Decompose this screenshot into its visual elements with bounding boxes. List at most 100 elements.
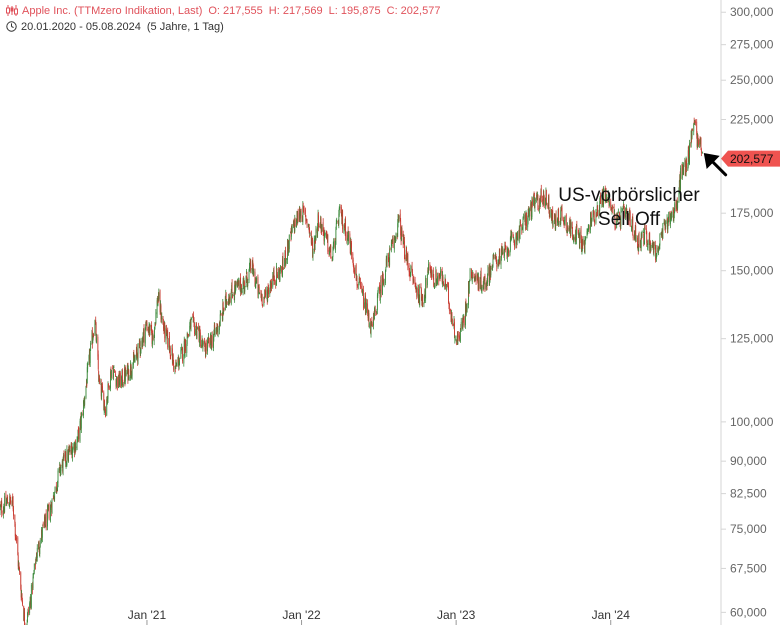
- candle-body: [435, 270, 437, 286]
- candle-body: [504, 244, 506, 251]
- candle-body: [689, 143, 690, 164]
- candle-body: [89, 352, 91, 363]
- candle-body: [324, 233, 325, 242]
- candle-body: [106, 399, 108, 416]
- candle-body: [690, 142, 692, 146]
- candle-body: [44, 516, 45, 526]
- candle-body: [139, 348, 141, 354]
- candle-body: [199, 327, 200, 343]
- candle-body: [577, 228, 579, 234]
- candle-body: [666, 218, 668, 222]
- candle-body: [284, 258, 286, 267]
- candle-body: [205, 344, 207, 355]
- candle-body: [545, 191, 547, 200]
- candle-body: [655, 247, 657, 261]
- candle-body: [673, 218, 675, 221]
- candle-body: [531, 197, 533, 217]
- candle-body: [69, 447, 70, 452]
- price-tick-label: 100,000: [730, 415, 774, 429]
- candle-body: [59, 463, 61, 467]
- candle-body: [524, 214, 526, 219]
- candle-body: [145, 323, 147, 329]
- candle-body: [213, 333, 215, 338]
- candle-body: [604, 187, 606, 202]
- candle-body: [590, 212, 592, 224]
- candle-body: [296, 211, 298, 222]
- candle-body: [457, 333, 458, 345]
- candle-body: [124, 368, 125, 383]
- candle-body: [296, 211, 298, 224]
- candle-body: [385, 258, 387, 266]
- candle-body: [512, 235, 514, 239]
- candle-body: [612, 206, 613, 209]
- candle-body: [365, 310, 367, 315]
- candle-body: [213, 325, 215, 332]
- candle-body: [388, 258, 390, 263]
- candle-body: [508, 249, 510, 257]
- candle-body: [581, 239, 582, 252]
- candle-body: [314, 238, 316, 248]
- candle-body: [24, 611, 25, 625]
- time-tick-label: Jan '21: [128, 608, 167, 622]
- candle-body: [404, 257, 406, 260]
- candle-body: [418, 295, 420, 303]
- candle-body: [571, 221, 573, 228]
- candle-body: [590, 211, 592, 219]
- candle-body: [608, 195, 610, 206]
- candle-body: [602, 190, 604, 203]
- candle-body: [670, 215, 671, 224]
- candle-body: [603, 188, 604, 206]
- candle-body: [30, 597, 31, 602]
- candle-body: [426, 274, 428, 286]
- candle-body: [145, 322, 147, 324]
- candle-body: [270, 283, 272, 291]
- candle-body: [330, 245, 332, 259]
- candle-body: [415, 285, 416, 287]
- candle-body: [134, 357, 136, 359]
- candle-body: [534, 199, 536, 208]
- candle-body: [334, 241, 336, 249]
- candle-body: [382, 273, 383, 295]
- candle-body: [226, 300, 227, 305]
- candle-body: [104, 407, 106, 410]
- candle-body: [699, 137, 701, 144]
- candle-body: [0, 504, 2, 506]
- candle-body: [409, 271, 410, 274]
- candle-body: [591, 221, 593, 223]
- candle-body: [667, 219, 668, 230]
- candle-body: [578, 236, 580, 249]
- candle-body: [91, 331, 93, 343]
- candle-body: [462, 320, 463, 329]
- candle-body: [638, 234, 640, 252]
- candle-body: [157, 296, 159, 306]
- candle-body: [195, 328, 197, 336]
- candle-body: [39, 540, 41, 548]
- candle-body: [598, 210, 600, 215]
- candle-body: [196, 331, 198, 339]
- candle-body: [285, 261, 287, 264]
- candle-body: [635, 226, 637, 242]
- candle-body: [47, 507, 48, 527]
- candle-body: [140, 341, 142, 351]
- candle-body: [52, 494, 54, 499]
- candle-body: [368, 313, 370, 327]
- candle-body: [166, 330, 168, 337]
- candle-body: [207, 337, 209, 341]
- candle-body: [345, 220, 346, 237]
- candle-body: [620, 210, 622, 226]
- candle-body: [486, 281, 488, 287]
- annotation-line-1: US-vorbörslicher: [558, 185, 700, 206]
- candle-body: [352, 259, 354, 265]
- candle-body: [240, 277, 241, 292]
- candle-body: [513, 239, 515, 241]
- candle-body: [254, 271, 256, 287]
- candle-body: [400, 234, 402, 242]
- candle-body: [527, 212, 529, 220]
- candle-body: [588, 225, 590, 230]
- candle-body: [473, 276, 475, 279]
- candle-body: [155, 312, 157, 324]
- candle-body: [421, 300, 423, 306]
- candle-body: [450, 309, 452, 322]
- candle-body: [524, 215, 526, 226]
